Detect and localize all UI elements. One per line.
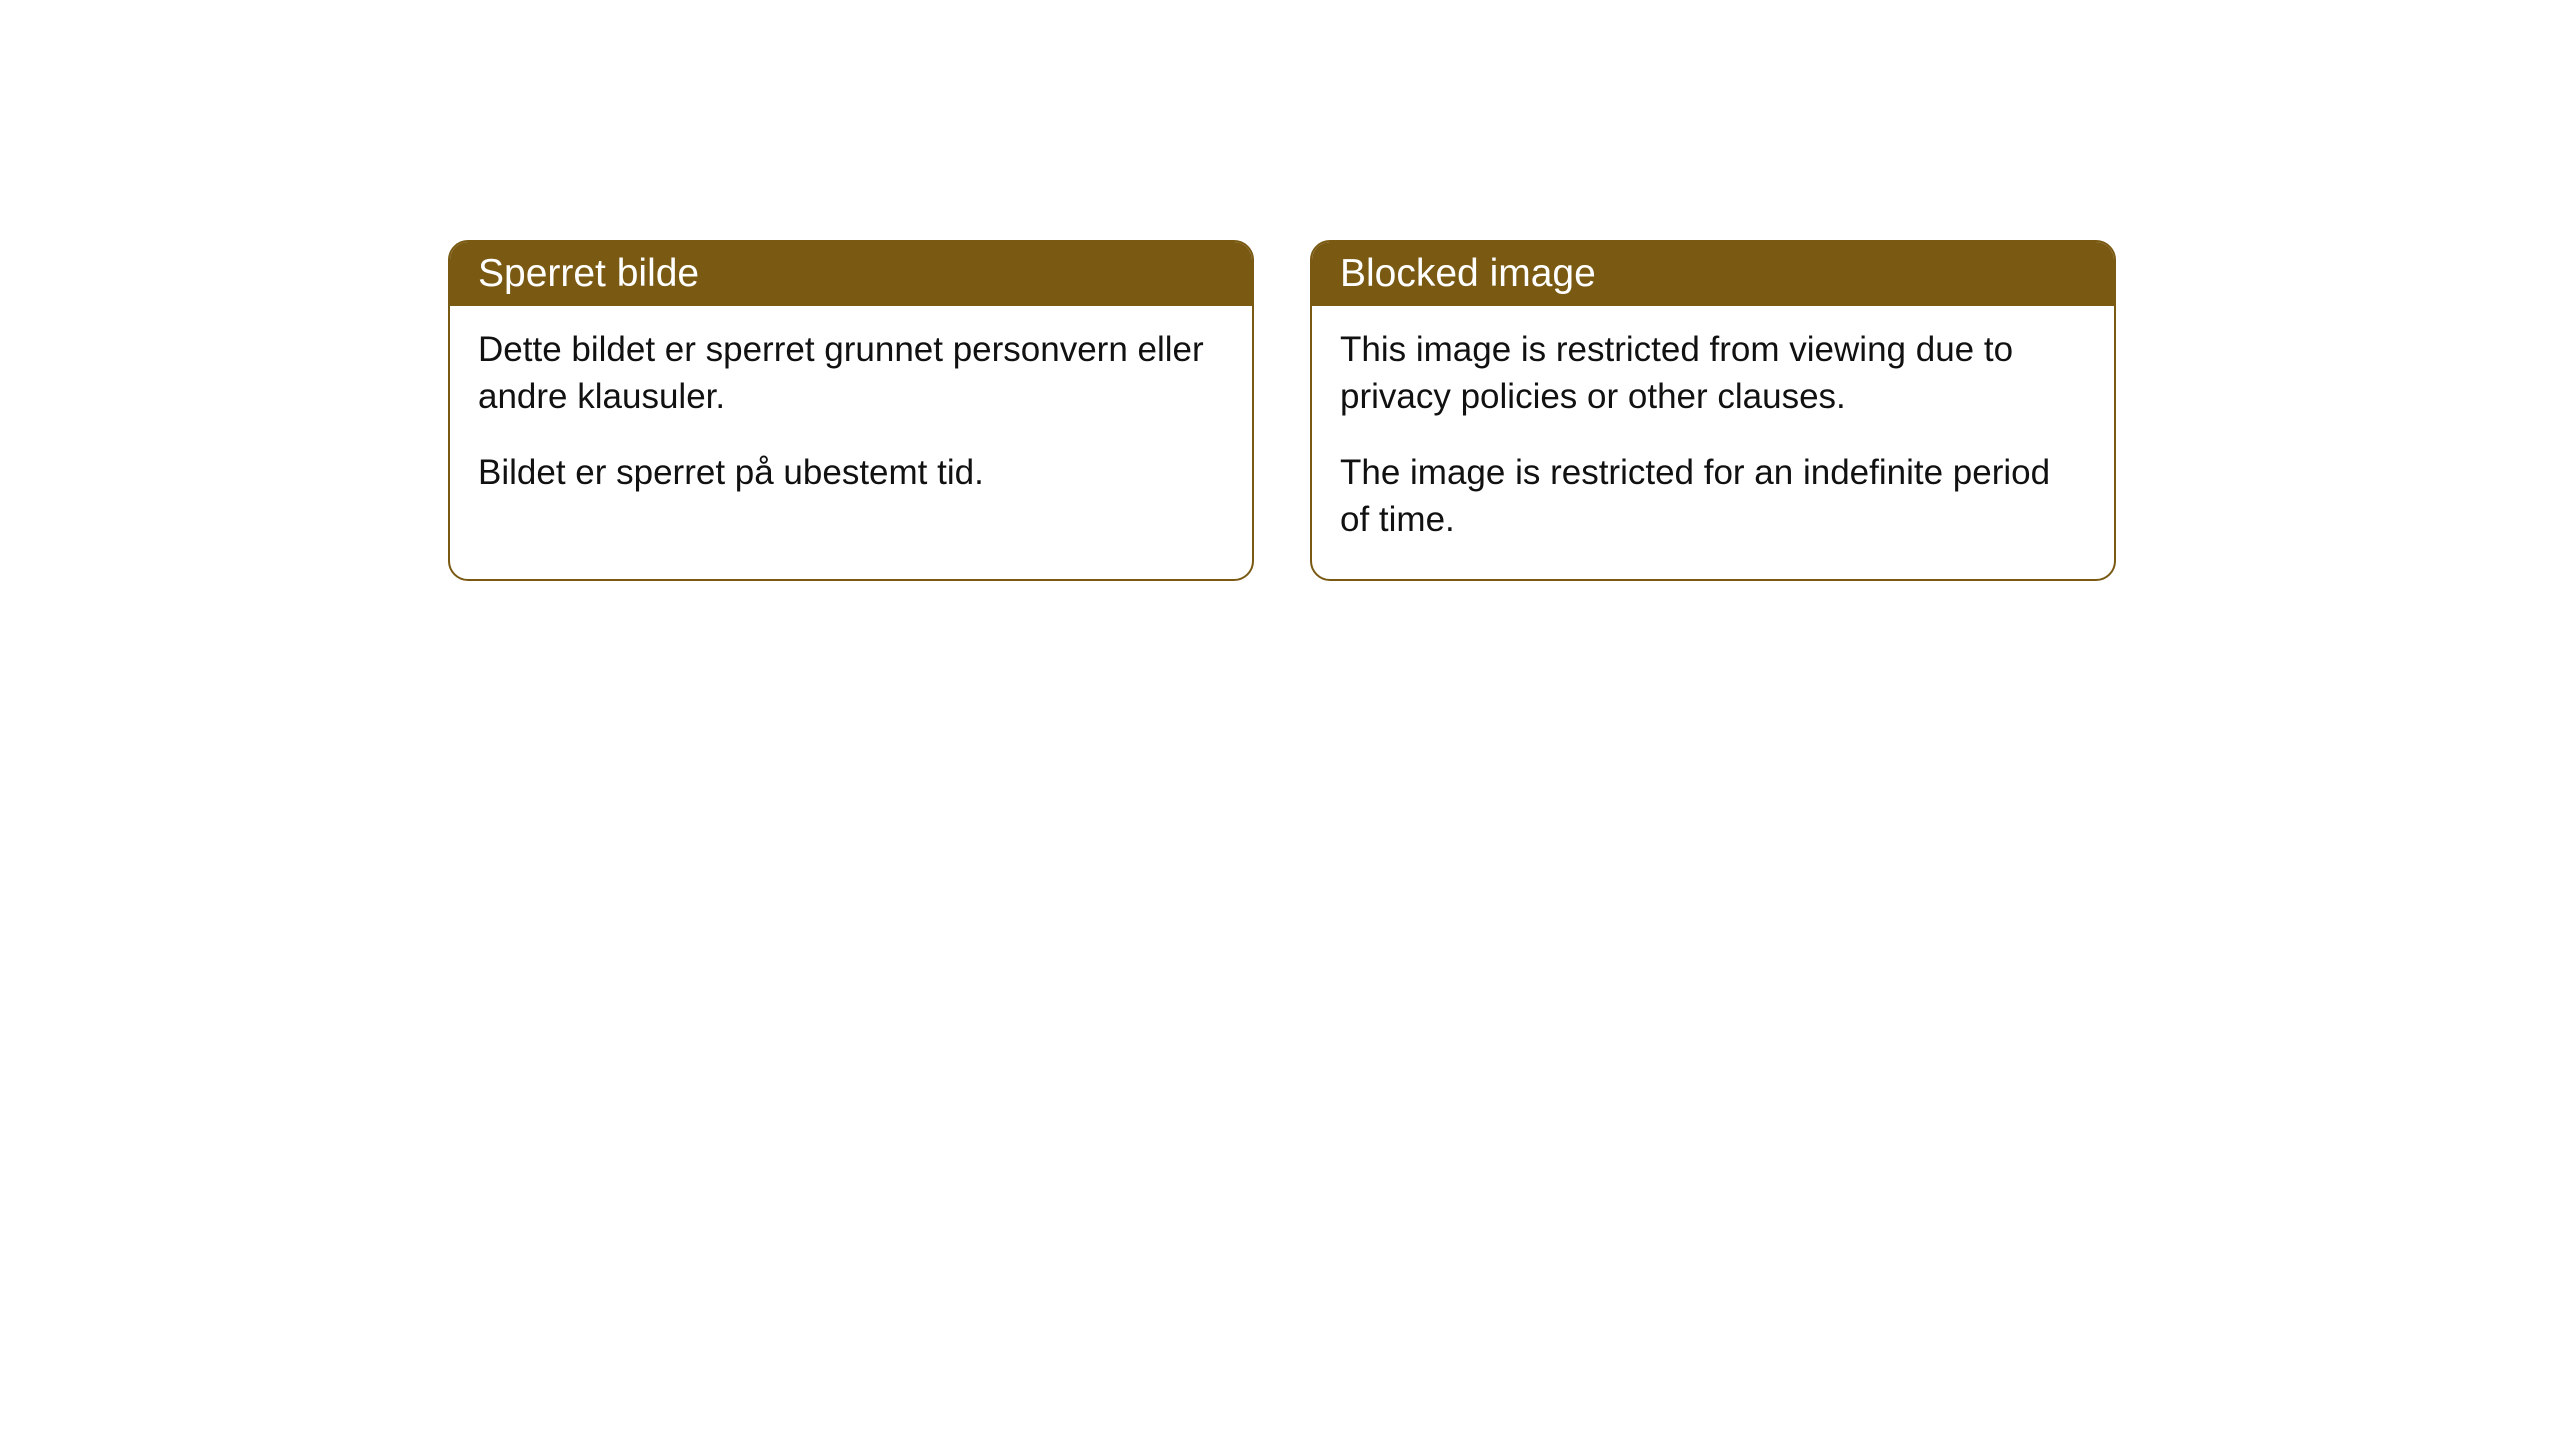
card-body: Dette bildet er sperret grunnet personve… <box>450 306 1252 532</box>
card-header: Sperret bilde <box>450 242 1252 306</box>
card-paragraph: This image is restricted from viewing du… <box>1340 326 2086 421</box>
card-header: Blocked image <box>1312 242 2114 306</box>
card-paragraph: The image is restricted for an indefinit… <box>1340 449 2086 544</box>
cards-container: Sperret bilde Dette bildet er sperret gr… <box>448 240 2116 581</box>
blocked-image-card-english: Blocked image This image is restricted f… <box>1310 240 2116 581</box>
card-title: Blocked image <box>1340 252 1596 295</box>
card-paragraph: Dette bildet er sperret grunnet personve… <box>478 326 1224 421</box>
card-title: Sperret bilde <box>478 252 699 295</box>
blocked-image-card-norwegian: Sperret bilde Dette bildet er sperret gr… <box>448 240 1254 581</box>
card-paragraph: Bildet er sperret på ubestemt tid. <box>478 449 1224 496</box>
card-body: This image is restricted from viewing du… <box>1312 306 2114 579</box>
